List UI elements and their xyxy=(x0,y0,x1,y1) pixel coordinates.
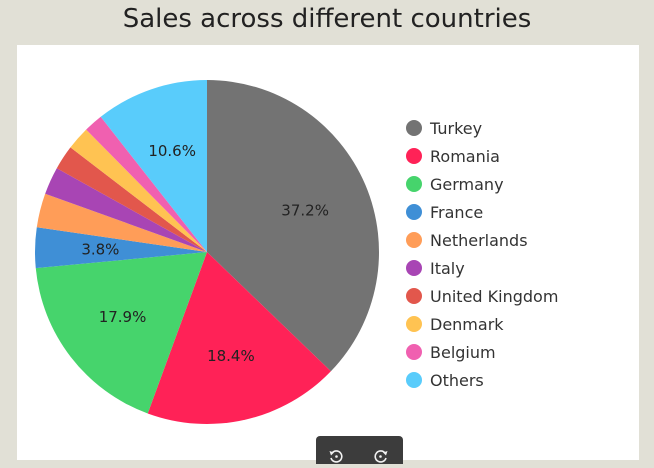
legend-label: Others xyxy=(430,370,484,390)
legend-item-others: Others xyxy=(406,366,558,394)
data-label-turkey: 37.2% xyxy=(281,201,329,219)
data-label-germany: 17.9% xyxy=(99,308,147,326)
pie-slice-netherlands xyxy=(36,193,207,252)
legend-label: Turkey xyxy=(430,118,483,138)
rotate-right-icon[interactable] xyxy=(373,448,389,464)
legend-item-netherlands: Netherlands xyxy=(406,226,558,254)
pie-slice-romania xyxy=(147,252,331,424)
pie-slice-italy xyxy=(45,168,207,252)
pie-slice-united-kingdom xyxy=(56,147,207,252)
chart-card: 37.2% 18.4% 17.9% 3.8% 10.6% Turkey Romania Ge… xyxy=(17,45,639,460)
pie-chart: 37.2% 18.4% 17.9% 3.8% 10.6% xyxy=(35,80,379,424)
legend-label: Romania xyxy=(430,146,500,166)
legend-item-belgium: Belgium xyxy=(406,338,558,366)
legend-label: Netherlands xyxy=(430,230,528,250)
data-label-france: 3.8% xyxy=(81,240,119,258)
legend-swatch xyxy=(406,176,422,192)
legend-label: United Kingdom xyxy=(430,286,559,306)
image-toolbar xyxy=(316,436,403,464)
pie-slice-france xyxy=(35,227,208,269)
pie-slice-denmark xyxy=(70,129,207,252)
legend-item-united-kingdom: United Kingdom xyxy=(406,282,558,310)
pie-slice-belgium xyxy=(86,116,207,252)
data-label-romania: 18.4% xyxy=(207,347,255,365)
legend-swatch xyxy=(406,120,422,136)
legend-label: Denmark xyxy=(430,314,504,334)
rotate-left-icon[interactable] xyxy=(328,448,344,464)
pie-slice-germany xyxy=(35,252,208,414)
legend-swatch xyxy=(406,372,422,388)
legend-label: Italy xyxy=(430,258,465,278)
legend-item-romania: Romania xyxy=(406,142,558,170)
chart-title: Sales across different countries xyxy=(122,4,532,34)
legend-swatch xyxy=(406,232,422,248)
legend-swatch xyxy=(406,316,422,332)
legend-item-denmark: Denmark xyxy=(406,310,558,338)
legend-swatch xyxy=(406,344,422,360)
legend-swatch xyxy=(406,204,422,220)
pie-slice-others xyxy=(100,80,207,252)
legend-swatch xyxy=(406,288,422,304)
legend-item-germany: Germany xyxy=(406,170,558,198)
legend-label: Belgium xyxy=(430,342,496,362)
legend-item-turkey: Turkey xyxy=(406,114,558,142)
legend-item-italy: Italy xyxy=(406,254,558,282)
legend-label: Germany xyxy=(430,174,504,194)
legend-swatch xyxy=(406,148,422,164)
data-label-others: 10.6% xyxy=(148,142,196,160)
pie-slice-turkey xyxy=(207,80,379,372)
legend-label: France xyxy=(430,202,484,222)
legend: Turkey Romania Germany France Netherlands Ita… xyxy=(406,114,558,394)
legend-item-france: France xyxy=(406,198,558,226)
legend-swatch xyxy=(406,260,422,276)
